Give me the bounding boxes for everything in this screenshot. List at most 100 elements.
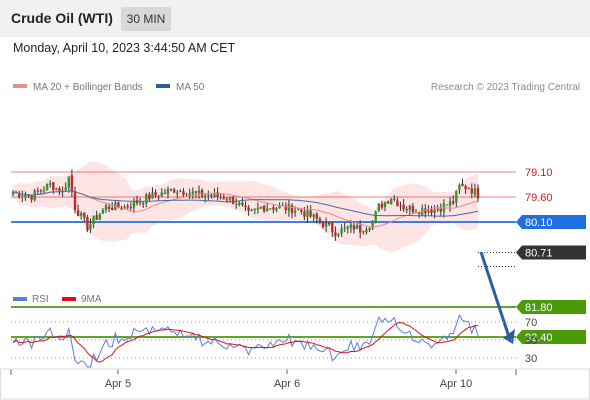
candle-body [33,190,36,201]
candle-body [151,192,154,199]
rsi-tick-label: 30 [525,353,537,365]
candle-body [166,189,170,194]
level-label: 80.10 [525,217,553,229]
projection-arrow [479,251,515,344]
timeframe-button[interactable]: 30 MIN [121,7,171,31]
candle-body [365,229,368,233]
candle-body [275,207,278,211]
candle-body [411,206,415,213]
current-price-label: 80.71 [525,248,553,260]
candle-body [321,222,325,228]
candle-body [21,196,24,198]
rsi-9ma-line [12,321,479,363]
ma50-line [13,190,479,217]
candle-body [179,191,182,193]
candle-body [213,193,216,197]
datetime-label: Monday, April 10, 2023 3:44:50 AM CET [13,41,236,55]
candle-body [67,176,70,188]
header-bar: Crude Oil (WTI) 30 MIN [0,0,590,37]
candle-body [235,204,238,206]
candle-body [405,209,408,211]
candle-body [262,205,266,212]
candle-body [284,205,287,210]
candle-body [461,183,464,186]
candle-body [18,192,21,197]
legend-swatch [13,84,27,88]
level-label: 79.60 [525,192,553,204]
instrument-title: Crude Oil (WTI) [11,10,113,26]
candle-body [61,190,64,192]
candle-body [278,205,281,209]
candle-body [111,207,114,210]
candle-body [58,188,61,193]
candle-body [287,204,291,212]
candle-body [458,185,461,190]
candle-body [386,201,390,204]
candle-body [95,215,98,220]
candle-body [216,192,219,197]
rsi-legend-label: 9MA [81,294,102,305]
candle-body [231,197,235,205]
rsi-legend-swatch [13,297,27,301]
legend-label: MA 20 + Bollinger Bands [33,82,143,93]
candle-body [163,193,167,195]
rsi-tick-label: 50 [525,335,537,347]
candle-body [30,195,33,200]
candle-body [346,227,349,229]
candle-body [126,205,129,208]
level-label-box [516,300,586,314]
candle-body [173,189,176,193]
candle-body [303,211,306,217]
candle-body [352,225,356,230]
candle-body [396,200,399,206]
candle-body [160,192,163,197]
candle-body [355,225,359,229]
candle-body [306,210,309,218]
legend-swatch [156,84,170,88]
candle-body [343,227,346,229]
candle-body [371,221,374,229]
candle-body [132,200,136,208]
candle-body [312,214,315,218]
candle-body [256,207,260,210]
candle-body [374,211,377,223]
candle-body [182,191,185,196]
main-legend: MA 20 + Bollinger Bands MA 50 [13,82,205,93]
candle-body [467,188,470,190]
candle-body [448,201,452,206]
rsi-legend: RSI 9MA [13,294,102,305]
candle-body [269,208,272,210]
candle-body [138,202,142,204]
candle-body [293,210,297,213]
candle-body [421,208,424,215]
candle-body [194,191,198,193]
candle-body [368,228,371,230]
credit-text: Research © 2023 Trading Central [431,82,580,93]
candle-body [39,190,43,192]
candle-body [228,197,232,200]
candle-body [470,188,473,194]
candle-body [402,204,405,210]
candle-body [70,175,74,193]
candle-body [424,208,427,214]
candle-body [80,213,83,217]
x-tick-label: Apr 10 [440,378,472,390]
candle-body [148,194,151,200]
candle-body [241,202,244,206]
rsi-legend-swatch [62,297,76,301]
candle-body [222,197,225,200]
candle-body [204,195,207,197]
level-label: 81.80 [525,302,553,314]
candle-body [49,183,52,185]
candle-body [266,208,269,212]
x-tick-label: Apr 5 [105,378,131,390]
candle-body [219,197,222,199]
candle-body [259,206,263,209]
candle-body [452,201,455,204]
candle-body [383,202,387,207]
candle-body [169,188,173,190]
candle-body [76,210,80,217]
candle-body [45,183,49,191]
candle-body [272,207,275,210]
candle-body [83,212,86,218]
